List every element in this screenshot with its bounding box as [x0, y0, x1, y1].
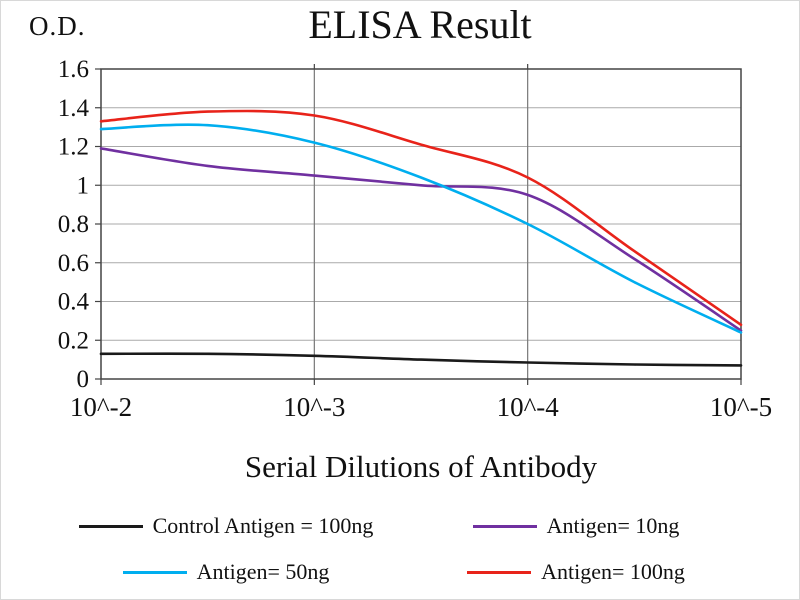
svg-text:10^-5: 10^-5 — [710, 392, 772, 422]
svg-text:10^-2: 10^-2 — [70, 392, 132, 422]
svg-text:0.4: 0.4 — [58, 289, 90, 316]
legend-label: Antigen= 50ng — [196, 559, 330, 584]
svg-text:0.8: 0.8 — [58, 211, 89, 238]
legend-line-purple — [472, 524, 537, 528]
chart-legend: Control Antigen = 100ng Antigen= 10ng An… — [51, 513, 751, 585]
legend-item-antigen-100ng: Antigen= 100ng — [401, 559, 751, 585]
legend-line-cyan — [122, 570, 187, 574]
legend-item-antigen-50ng: Antigen= 50ng — [51, 559, 401, 585]
legend-item-antigen-10ng: Antigen= 10ng — [401, 513, 751, 539]
legend-line-black — [78, 524, 143, 528]
svg-text:0: 0 — [77, 366, 90, 393]
svg-text:10^-3: 10^-3 — [283, 392, 345, 422]
chart-title: ELISA Result — [308, 2, 532, 47]
y-axis-title: O.D. — [29, 11, 86, 41]
legend-line-red — [467, 570, 532, 574]
svg-text:1.2: 1.2 — [58, 134, 89, 161]
legend-label: Antigen= 100ng — [541, 559, 685, 584]
svg-text:1: 1 — [77, 172, 90, 199]
legend-item-control-antigen: Control Antigen = 100ng — [51, 513, 401, 539]
x-axis-title: Serial Dilutions of Antibody — [244, 449, 598, 484]
svg-text:1.4: 1.4 — [58, 95, 90, 122]
svg-text:0.6: 0.6 — [58, 250, 89, 277]
svg-text:1.6: 1.6 — [58, 56, 89, 83]
svg-text:0.2: 0.2 — [58, 327, 89, 354]
legend-label: Antigen= 10ng — [546, 513, 680, 538]
legend-label: Control Antigen = 100ng — [152, 513, 374, 538]
svg-text:10^-4: 10^-4 — [497, 392, 560, 422]
